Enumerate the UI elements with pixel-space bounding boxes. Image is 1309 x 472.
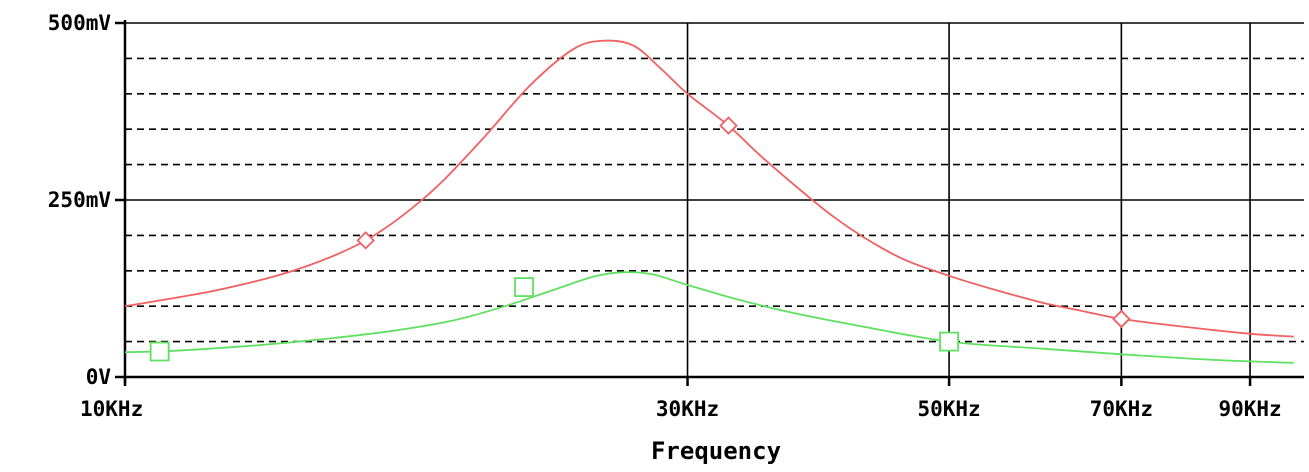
series-line <box>124 39 1294 338</box>
y-tick-label: 0V <box>86 365 112 389</box>
diamond-marker <box>1112 309 1131 329</box>
diamond-marker <box>356 231 375 250</box>
y-tick-label: 500mV <box>48 11 112 35</box>
x-axis-label: Frequency <box>651 437 781 465</box>
x-tick-label: 90KHz <box>1218 397 1281 421</box>
x-tick-label: 70KHz <box>1090 397 1153 421</box>
square-marker <box>149 341 170 362</box>
series-1 <box>124 271 1294 364</box>
diamond-marker <box>719 116 738 135</box>
axes <box>115 20 1304 386</box>
square-marker <box>514 277 534 297</box>
x-tick-label: 10KHz <box>80 397 143 421</box>
series-0 <box>124 39 1294 338</box>
x-tick-label: 50KHz <box>917 397 980 421</box>
tick-labels: 0V 250mV 500mV 10KHz 30KHz 50KHz 70KHz 90KHz <box>48 11 1282 421</box>
square-marker <box>939 331 959 352</box>
series-line <box>124 271 1294 364</box>
series-layer <box>124 39 1294 364</box>
grid <box>125 22 1304 377</box>
y-tick-label: 250mV <box>48 188 112 212</box>
x-tick-label: 30KHz <box>656 397 719 421</box>
